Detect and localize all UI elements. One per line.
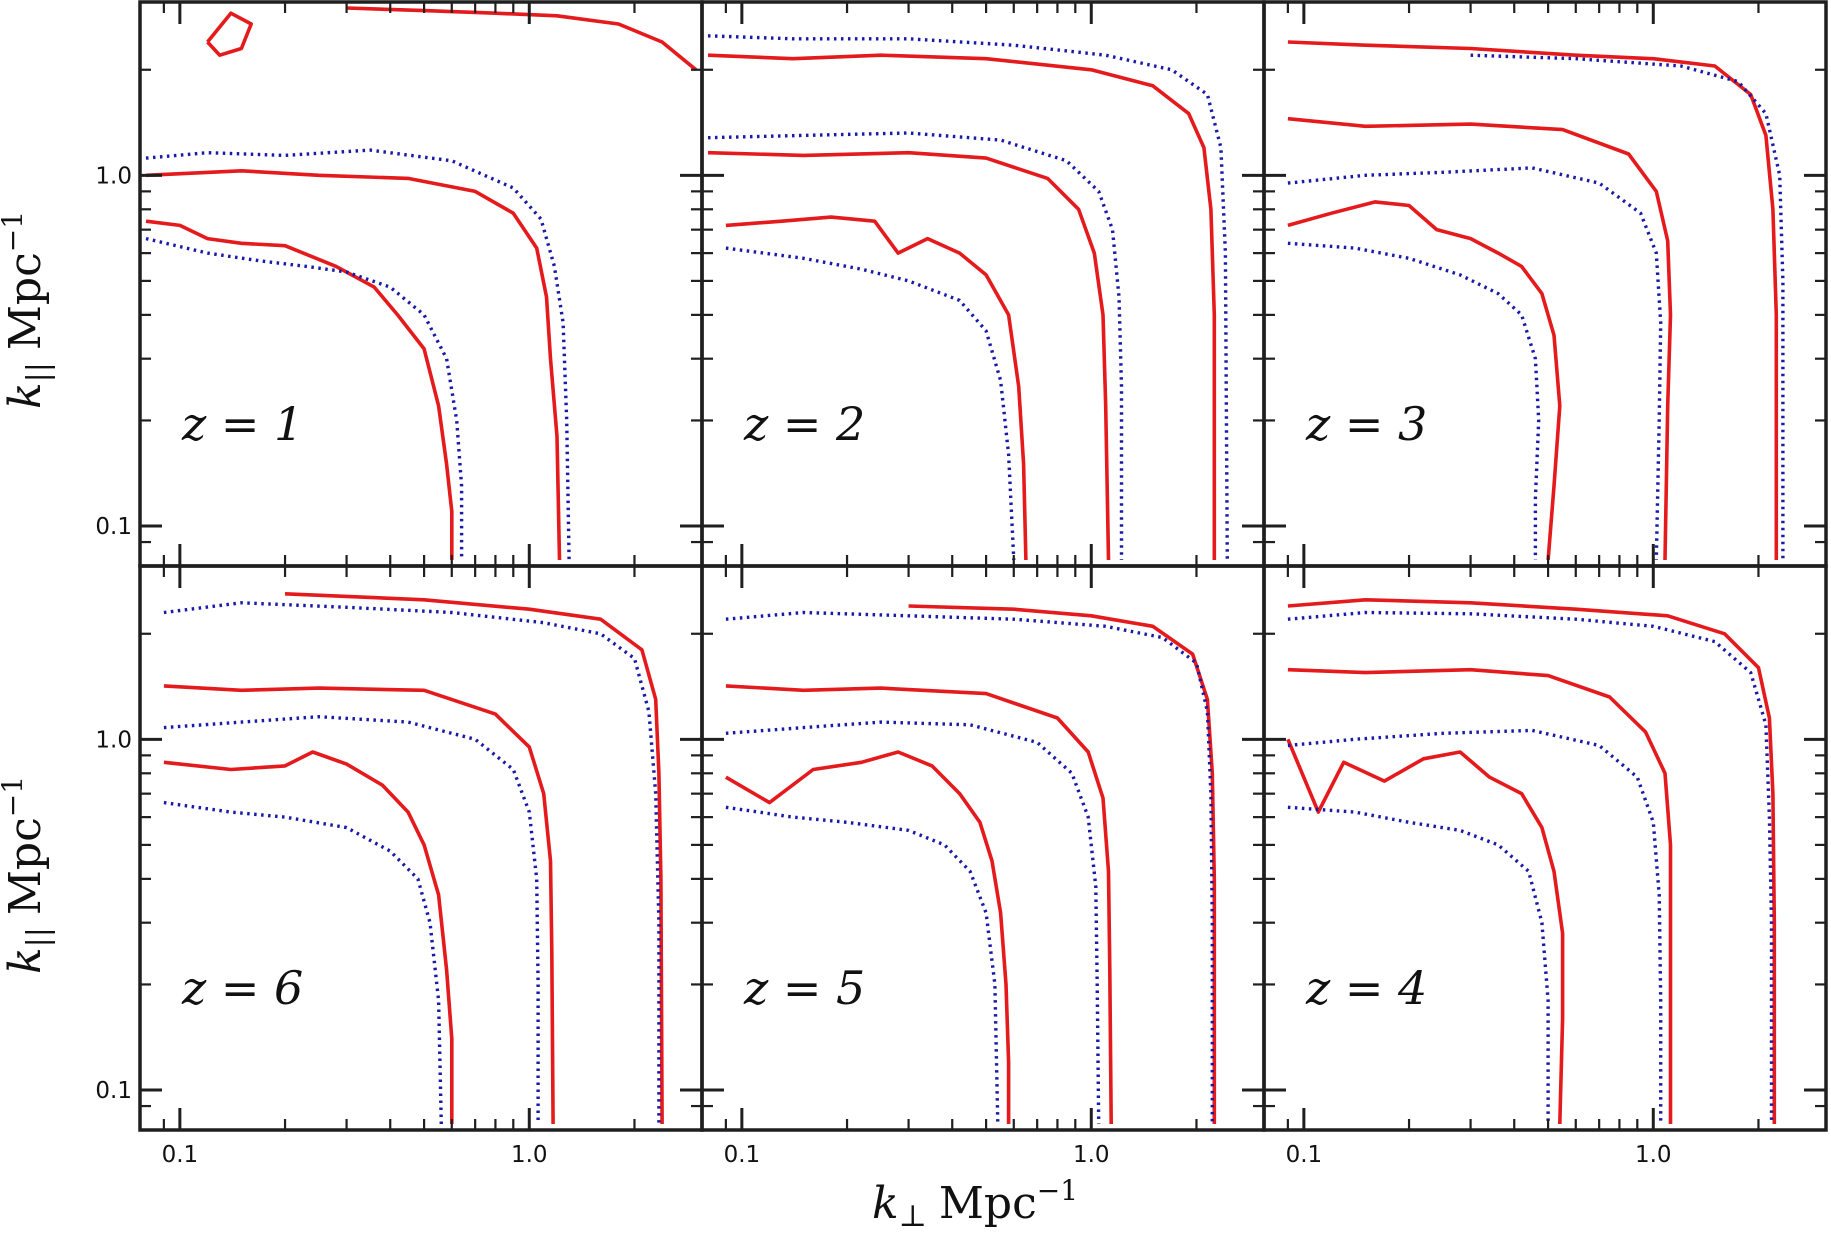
- contour-solid-0: [1287, 200, 1562, 561]
- contour-dotted-3: [1287, 166, 1663, 561]
- panel-frame-z5: [700, 564, 1266, 1132]
- ticks-z4: [1264, 566, 1826, 1130]
- redshift-label-z2: z = 2: [743, 397, 865, 451]
- ticks-z2: [702, 2, 1264, 566]
- contours-z6: [163, 592, 664, 1125]
- contour-dotted-5: [163, 601, 661, 1124]
- x-axis-title: k⊥ Mpc−1: [872, 1174, 1078, 1234]
- contour-solid-0: [145, 219, 454, 560]
- panel-z4: 0.1 1.0 z = 4: [1262, 564, 1828, 1168]
- x-tick-label: 0.1: [724, 1142, 761, 1168]
- contour-dotted-1: [163, 800, 443, 1125]
- contour-solid-5: [206, 11, 253, 57]
- contour-solid-2: [1287, 116, 1673, 561]
- redshift-label-z3: z = 3: [1305, 397, 1427, 451]
- panel-z6: 0.1 1.0 0.1 1.0 z = 6: [95, 564, 704, 1168]
- y-tick-label: 0.1: [95, 514, 132, 540]
- contour-solid-4: [346, 6, 698, 72]
- x-tick-label: 1.0: [1073, 1142, 1110, 1168]
- contour-dotted-3: [725, 720, 1101, 1125]
- contour-dotted-1: [1287, 805, 1550, 1124]
- panel-frame-z4: [1262, 564, 1828, 1132]
- panel-frame-z6: [138, 564, 704, 1132]
- ticks-z5: [702, 566, 1264, 1130]
- panel-z3: z = 3: [1262, 0, 1828, 568]
- redshift-label-z6: z = 6: [181, 961, 303, 1015]
- contour-solid-0: [725, 215, 1028, 561]
- contour-dotted-1: [725, 805, 1000, 1125]
- contour-dotted-5: [707, 34, 1229, 561]
- x-tick-label: 1.0: [1635, 1142, 1672, 1168]
- contours-z3: [1287, 40, 1785, 561]
- redshift-label-z5: z = 5: [743, 961, 865, 1015]
- contour-solid-2: [725, 684, 1113, 1125]
- contour-solid-0: [163, 750, 454, 1124]
- contour-solid-4: [707, 53, 1217, 560]
- contour-solid-2: [163, 684, 555, 1125]
- contour-dotted-3: [707, 131, 1124, 560]
- contour-solid-4: [284, 592, 664, 1125]
- x-tick-label: 1.0: [511, 1142, 548, 1168]
- contour-solid-2: [707, 150, 1111, 561]
- panel-z1: 0.1 1.0 z = 1: [95, 0, 704, 568]
- x-tick-label: 0.1: [1286, 1142, 1323, 1168]
- contours-z2: [707, 34, 1229, 561]
- labels-layer: k⊥ Mpc−1 k||Mpc−1 k||Mpc−1: [0, 211, 1078, 1234]
- contour-solid-0: [1286, 738, 1565, 1125]
- x-tick-label: 0.1: [162, 1142, 199, 1168]
- contour-dotted-5: [725, 610, 1214, 1124]
- panel-z5: 0.1 1.0 z = 5: [700, 564, 1266, 1168]
- contour-solid-4: [1287, 40, 1779, 560]
- ticks-z6: [140, 566, 702, 1130]
- contour-dotted-3: [145, 148, 571, 561]
- contour-solid-2: [145, 169, 562, 561]
- y-axis-title-bottom: k||Mpc−1: [0, 776, 56, 974]
- contour-dotted-3: [1287, 728, 1663, 1124]
- contour-solid-2: [1287, 667, 1673, 1124]
- contour-solid-0: [724, 750, 1011, 1124]
- contour-dotted-5: [1287, 610, 1774, 1124]
- panel-z2: z = 2: [700, 0, 1266, 568]
- ticks-z1: [140, 2, 702, 566]
- y-tick-label: 1.0: [95, 727, 132, 753]
- panel-frame-z1: [138, 0, 704, 568]
- y-axis-title-top: k||Mpc−1: [0, 211, 56, 409]
- contour-dotted-3: [163, 715, 540, 1124]
- contour-solid-4: [1287, 598, 1777, 1124]
- contour-dotted-5: [1470, 53, 1785, 560]
- y-tick-label: 1.0: [95, 163, 132, 189]
- contours-z5: [724, 604, 1217, 1125]
- contours-z4: [1286, 598, 1777, 1125]
- contour-dotted-1: [725, 246, 1016, 561]
- ticks-z3: [1264, 2, 1826, 566]
- y-tick-label: 0.1: [95, 1078, 132, 1104]
- redshift-label-z4: z = 4: [1305, 961, 1427, 1015]
- contours-z1: [145, 6, 698, 561]
- contour-solid-4: [908, 604, 1217, 1124]
- contour-dotted-1: [145, 236, 464, 560]
- redshift-label-z1: z = 1: [181, 397, 303, 451]
- panel-frame-z2: [700, 0, 1266, 568]
